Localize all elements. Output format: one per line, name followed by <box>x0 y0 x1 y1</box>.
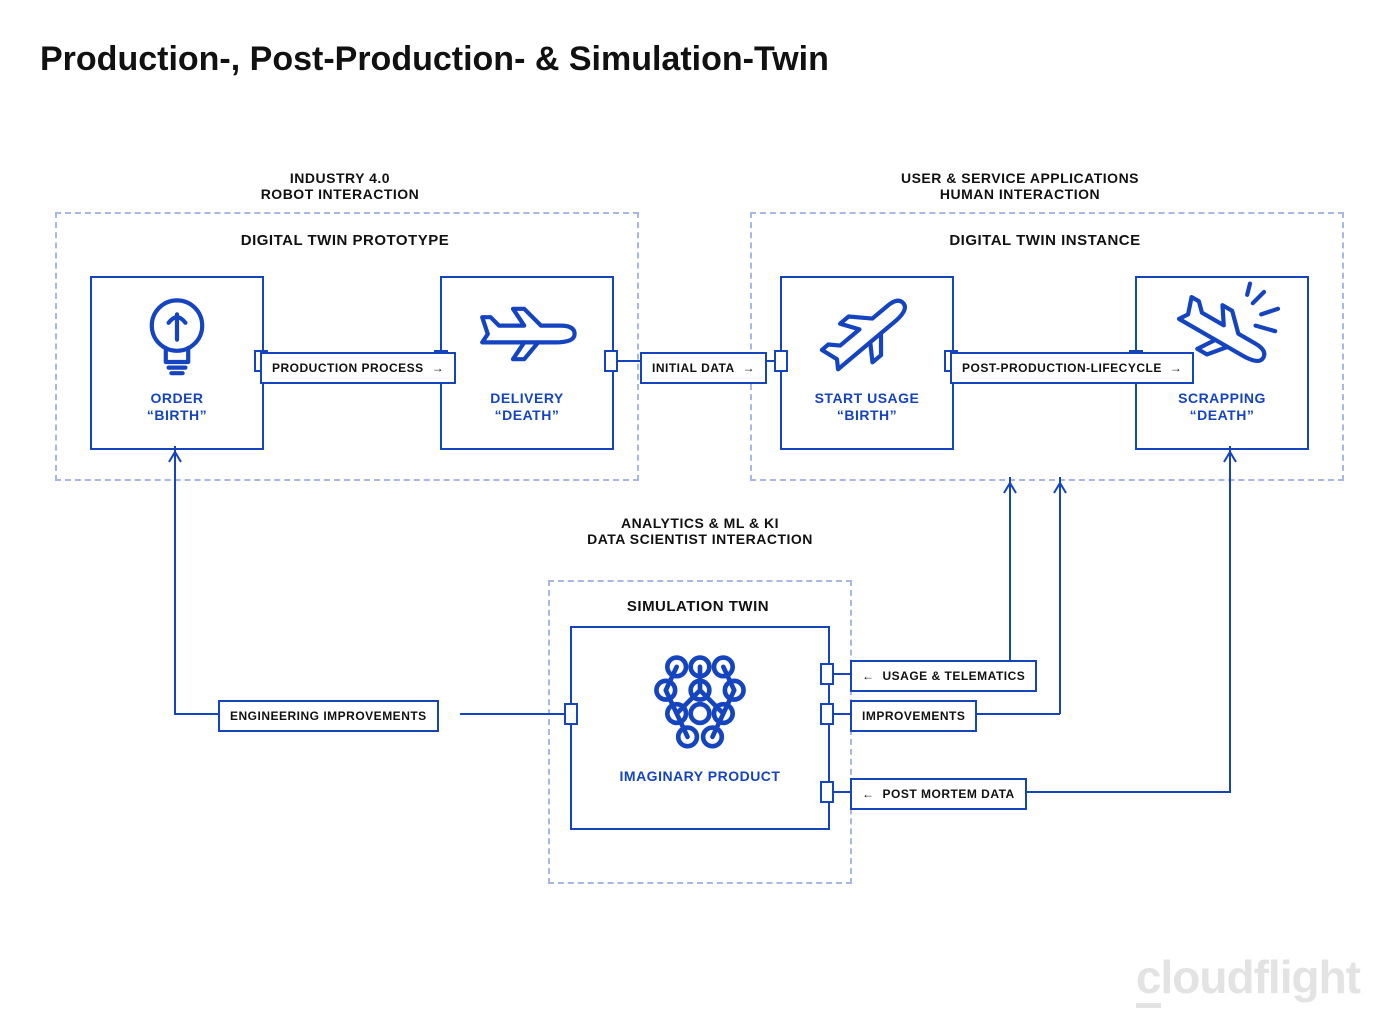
section-head-line2: DATA SCIENTIST INTERACTION <box>500 531 900 547</box>
edge-label-text: USAGE & TELEMATICS <box>883 669 1026 683</box>
edge-label-text: IMPROVEMENTS <box>862 709 965 723</box>
section-head-analytics: ANALYTICS & ML & KI DATA SCIENTIST INTER… <box>500 515 900 547</box>
edge-label-text: INITIAL DATA <box>652 361 735 375</box>
footer-logo: cloudflight <box>1136 950 1360 1004</box>
section-head-line2: ROBOT INTERACTION <box>140 186 540 202</box>
node-label-line1: START USAGE <box>815 390 920 406</box>
node-label-line2: “BIRTH” <box>147 407 207 423</box>
node-label-line1: IMAGINARY PRODUCT <box>620 768 781 784</box>
edge-label-initial-data: INITIAL DATA <box>640 352 767 384</box>
page-title: Production-, Post-Production- & Simulati… <box>40 40 829 79</box>
node-label: ORDER “BIRTH” <box>92 390 262 424</box>
section-head-line1: USER & SERVICE APPLICATIONS <box>820 170 1220 186</box>
node-start-usage: START USAGE “BIRTH” <box>780 276 954 450</box>
edge-label-text: POST MORTEM DATA <box>883 787 1015 801</box>
node-label: IMAGINARY PRODUCT <box>572 768 828 785</box>
section-head-user-service: USER & SERVICE APPLICATIONS HUMAN INTERA… <box>820 170 1220 202</box>
node-label-line2: “DEATH” <box>1190 407 1255 423</box>
port-icon <box>820 663 834 685</box>
edge-label-text: PRODUCTION PROCESS <box>272 361 424 375</box>
footer-logo-letter: c <box>1136 951 1161 1008</box>
airplane-icon <box>442 278 612 390</box>
edge-label-text: ENGINEERING IMPROVEMENTS <box>230 709 427 723</box>
section-head-line1: INDUSTRY 4.0 <box>140 170 540 186</box>
group-instance-label: DIGITAL TWIN INSTANCE <box>750 232 1340 249</box>
edge-label-production-process: PRODUCTION PROCESS <box>260 352 456 384</box>
airplane-up-icon <box>782 278 952 390</box>
diagram-stage: Production-, Post-Production- & Simulati… <box>0 0 1400 1034</box>
node-delivery: DELIVERY “DEATH” <box>440 276 614 450</box>
network-icon <box>572 628 828 768</box>
port-icon <box>604 350 618 372</box>
node-order: ORDER “BIRTH” <box>90 276 264 450</box>
node-label: SCRAPPING “DEATH” <box>1137 390 1307 424</box>
edge-label-post-mortem-data: POST MORTEM DATA <box>850 778 1027 810</box>
edge-label-post-production-lifecycle: POST-PRODUCTION-LIFECYCLE <box>950 352 1194 384</box>
edge-label-engineering-improvements: ENGINEERING IMPROVEMENTS <box>218 700 439 732</box>
node-label: DELIVERY “DEATH” <box>442 390 612 424</box>
node-imaginary-product: IMAGINARY PRODUCT <box>570 626 830 830</box>
node-label: START USAGE “BIRTH” <box>782 390 952 424</box>
node-label-line1: SCRAPPING <box>1178 390 1266 406</box>
port-icon <box>774 350 788 372</box>
section-head-line2: HUMAN INTERACTION <box>820 186 1220 202</box>
node-label-line1: DELIVERY <box>490 390 564 406</box>
port-icon <box>820 703 834 725</box>
lightbulb-icon <box>92 278 262 390</box>
edge-label-text: POST-PRODUCTION-LIFECYCLE <box>962 361 1162 375</box>
port-icon <box>820 781 834 803</box>
port-icon <box>564 703 578 725</box>
edge-label-improvements: IMPROVEMENTS <box>850 700 977 732</box>
node-label-line2: “BIRTH” <box>837 407 897 423</box>
section-head-line1: ANALYTICS & ML & KI <box>500 515 900 531</box>
node-label-line1: ORDER <box>150 390 203 406</box>
node-label-line2: “DEATH” <box>495 407 560 423</box>
group-simulation-label: SIMULATION TWIN <box>548 598 848 615</box>
footer-logo-rest: loudflight <box>1161 951 1360 1003</box>
group-prototype-label: DIGITAL TWIN PROTOTYPE <box>55 232 635 249</box>
edge-label-usage-telematics: USAGE & TELEMATICS <box>850 660 1037 692</box>
section-head-industry40: INDUSTRY 4.0 ROBOT INTERACTION <box>140 170 540 202</box>
